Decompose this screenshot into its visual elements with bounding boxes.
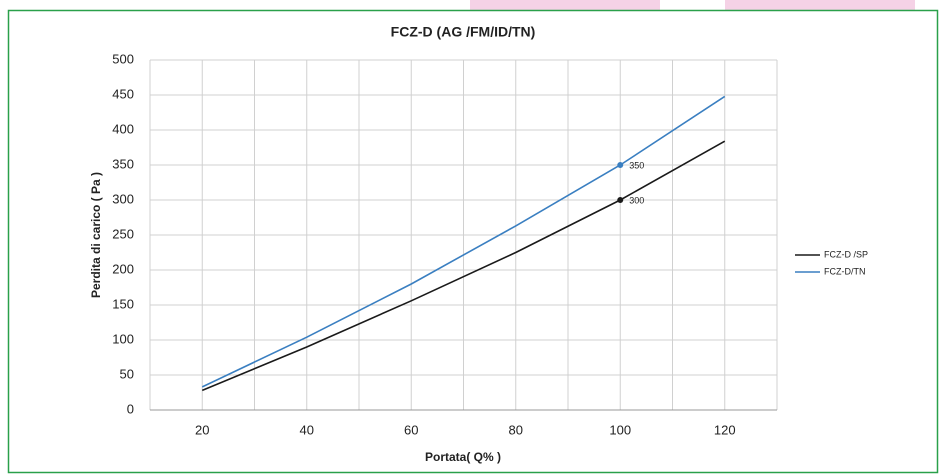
y-tick-label: 100 — [112, 331, 134, 346]
y-tick-label: 150 — [112, 296, 134, 311]
y-tick-label: 200 — [112, 261, 134, 276]
y-tick-label: 450 — [112, 86, 134, 101]
point — [617, 162, 624, 168]
y-tick-label: 50 — [120, 366, 134, 381]
frame — [7, 9, 939, 474]
line — [201, 140, 726, 392]
x-tick-label: 20 — [195, 422, 209, 437]
x-tick-label: 80 — [509, 422, 523, 437]
point — [617, 197, 624, 203]
point-label: 300 — [629, 195, 644, 205]
x-tick-label: 40 — [300, 422, 314, 437]
line — [201, 95, 726, 388]
x-axis-title: Portata( Q% ) — [425, 450, 501, 464]
x-tick-label: 120 — [714, 422, 736, 437]
y-tick-label: 250 — [112, 226, 134, 241]
y-tick-label: 300 — [112, 191, 134, 206]
y-axis-title: Perdita di carico ( Pa ) — [89, 172, 103, 298]
x-tick-label: 100 — [609, 422, 631, 437]
x-tick-label: 60 — [404, 422, 418, 437]
legend-label: FCZ-D /SP — [824, 249, 868, 259]
y-tick-label: 500 — [112, 51, 134, 66]
y-tick-label: 350 — [112, 156, 134, 171]
legend-label: FCZ-D/TN — [824, 266, 866, 276]
point-label: 350 — [629, 160, 644, 170]
y-tick-label: 0 — [127, 401, 134, 416]
tab — [470, 0, 660, 10]
tab — [725, 0, 915, 10]
chart-title: FCZ-D (AG /FM/ID/TN) — [391, 24, 536, 40]
y-tick-label: 400 — [112, 121, 134, 136]
